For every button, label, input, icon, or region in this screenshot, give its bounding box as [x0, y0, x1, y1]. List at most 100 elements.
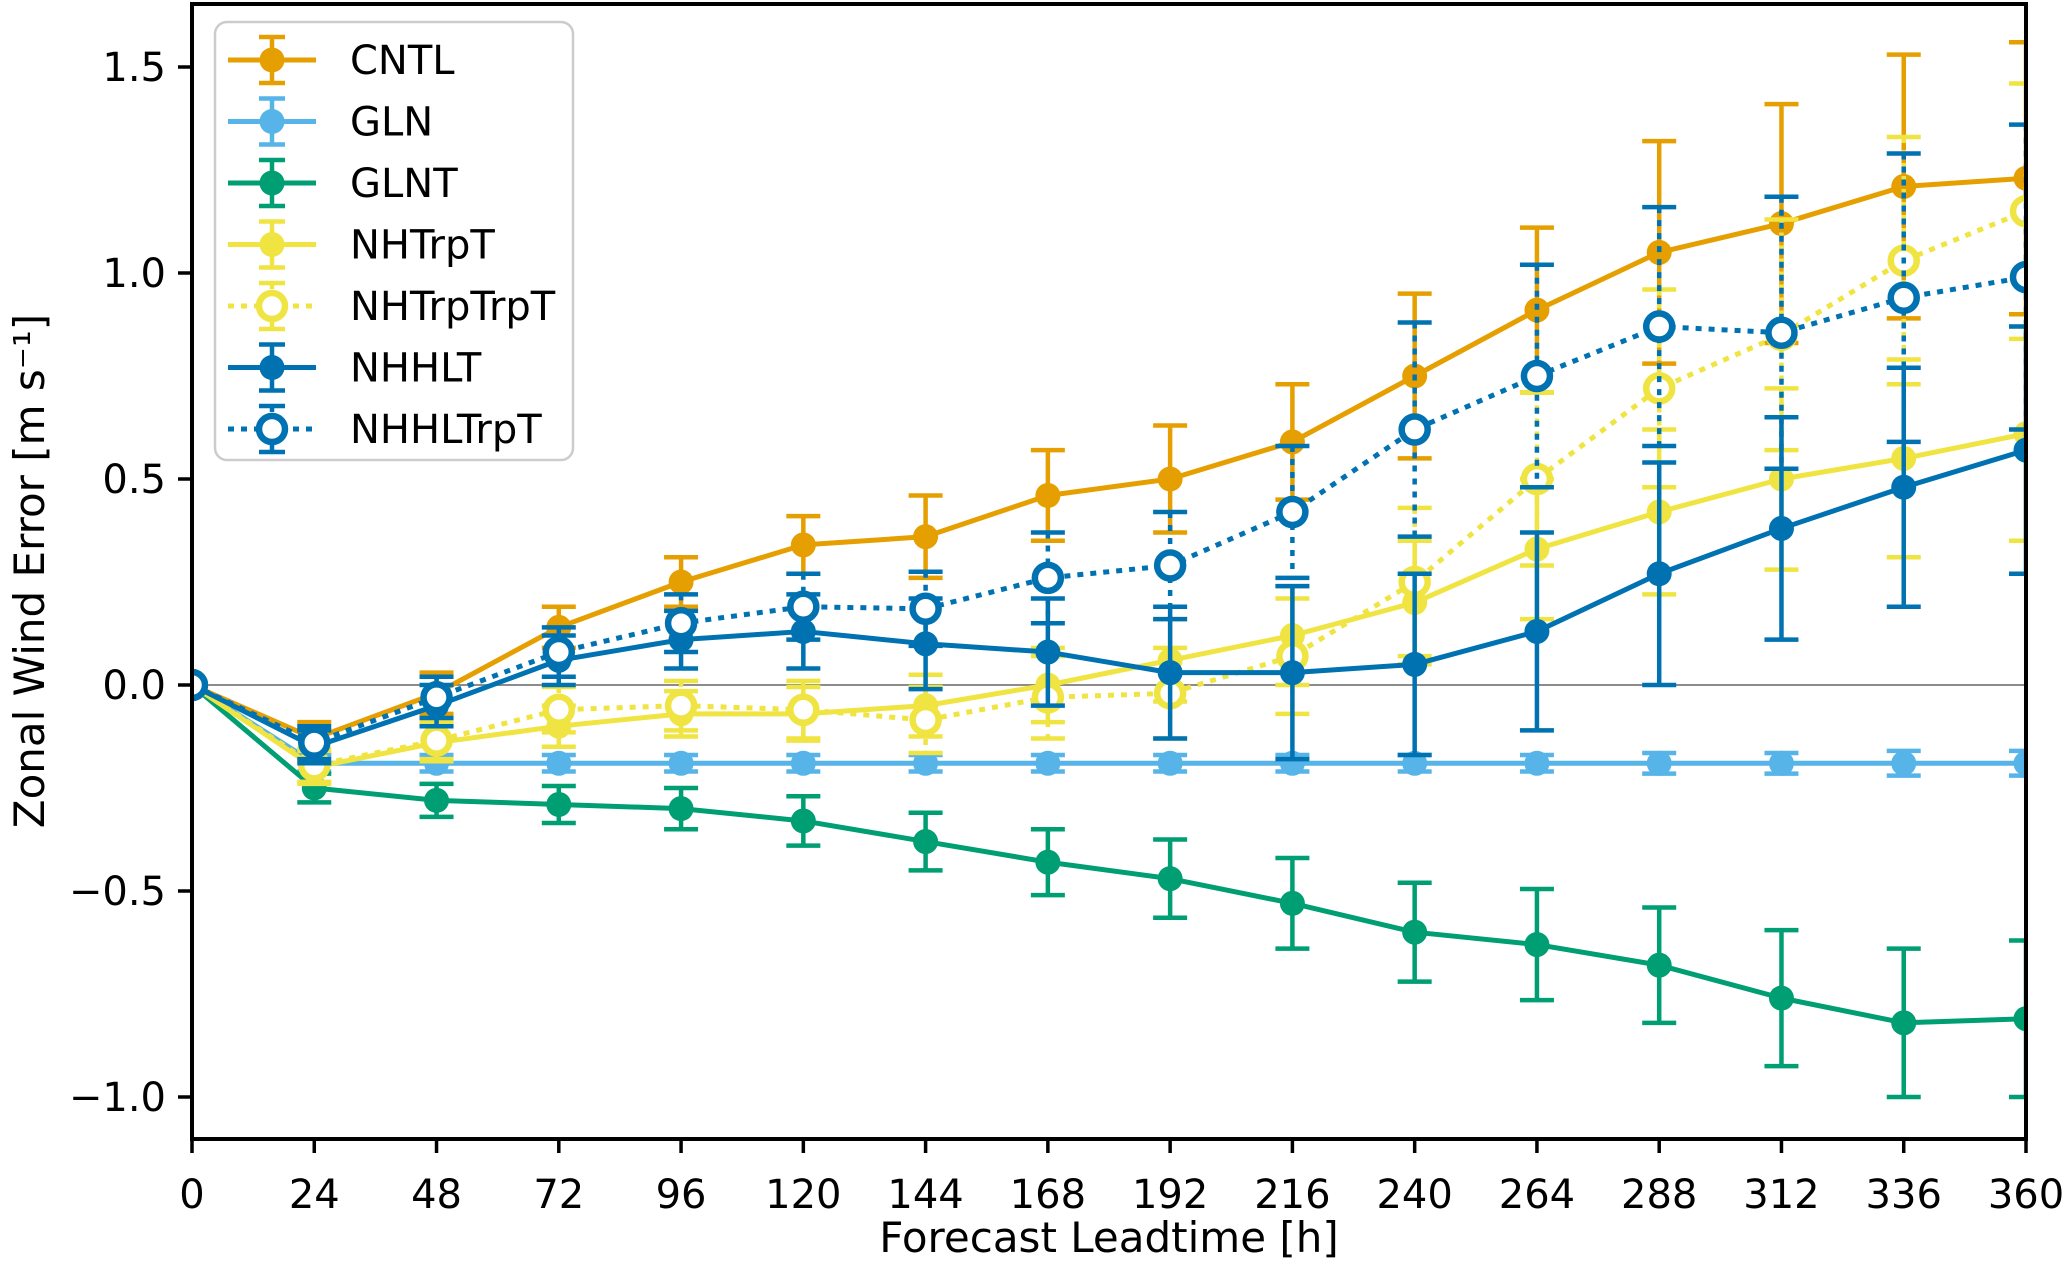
x-tick-label: 72 [533, 1172, 584, 1218]
x-tick-label: 240 [1376, 1172, 1452, 1218]
data-point-marker [1646, 239, 1672, 265]
legend-item-NHTrpT: NHTrpT [228, 219, 495, 270]
data-point-marker [1035, 750, 1061, 776]
x-tick-label: 24 [289, 1172, 340, 1218]
data-point-marker [668, 569, 694, 595]
x-tick-label: 192 [1132, 1172, 1208, 1218]
y-tick-label: −0.5 [69, 869, 166, 915]
data-point-marker [1402, 651, 1428, 677]
series-GLNT [192, 672, 2026, 1100]
legend-marker-icon [259, 170, 285, 196]
legend-item-NHHLT: NHHLT [228, 342, 482, 393]
data-point-marker [790, 808, 816, 834]
data-point-marker [420, 681, 453, 714]
data-point-marker [1157, 750, 1183, 776]
data-point-marker [1768, 515, 1794, 541]
x-tick-label: 264 [1499, 1172, 1575, 1218]
data-point-marker [420, 724, 453, 757]
legend-label-NHTrpTrpT: NHTrpTrpT [350, 284, 556, 330]
data-point-marker [298, 726, 331, 759]
data-point-marker [1646, 952, 1672, 978]
data-point-marker [1524, 932, 1550, 958]
legend-item-GLN: GLN [228, 96, 433, 147]
x-tick-label: 168 [1010, 1172, 1086, 1218]
data-point-marker [2013, 437, 2026, 463]
data-point-marker [790, 750, 816, 776]
data-point-marker [546, 791, 572, 817]
data-point-marker [668, 750, 694, 776]
data-series-layer [192, 40, 2026, 1100]
data-point-marker [1765, 316, 1798, 349]
series-line-NHHLT [192, 447, 2026, 750]
data-point-marker [1035, 639, 1061, 665]
data-point-marker [542, 693, 576, 726]
legend-box [213, 20, 575, 462]
data-point-marker [1646, 750, 1672, 776]
y-tick-label: 1.0 [102, 251, 166, 297]
data-point-marker [1887, 281, 1920, 314]
legend-label-GLN: GLN [350, 100, 433, 146]
data-point-marker [1035, 849, 1061, 875]
x-tick-label: 312 [1743, 1172, 1819, 1218]
data-point-marker [1153, 549, 1187, 582]
data-point-marker [424, 787, 450, 813]
legend-marker-icon [255, 412, 289, 446]
data-point-marker [1279, 890, 1305, 916]
legend-item-CNTL: CNTL [228, 34, 455, 86]
axes-layer: 0 24 48 72 96 120 144 168 192 216 240 264 288 312 336 3… [69, 2, 2064, 1218]
y-axis-label: Zonal Wind Error [m s⁻¹] [5, 314, 54, 828]
x-axis-label: Forecast Leadtime [h] [879, 1213, 1339, 1262]
data-point-marker [909, 592, 942, 626]
legend-label-GLNT: GLNT [350, 161, 458, 207]
data-point-marker [1276, 495, 1309, 529]
legend-item-NHHLTrpT: NHHLTrpT [228, 403, 542, 455]
data-point-marker [1642, 310, 1676, 343]
x-tick-label: 144 [887, 1172, 963, 1218]
x-tick-label: 96 [656, 1172, 707, 1218]
data-point-marker [913, 829, 939, 855]
data-point-marker [790, 532, 816, 558]
data-point-marker [909, 703, 942, 737]
legend-marker-icon [259, 47, 285, 73]
data-point-marker [192, 668, 209, 702]
x-tick-label: 0 [179, 1172, 204, 1218]
legend: CNTL GLN GLNT NHTrpT NHTrpTrpT NHHLT NHHLTrpT [213, 20, 575, 462]
data-point-marker [1035, 482, 1061, 508]
data-point-marker [1157, 866, 1183, 892]
series-line-NHHLTrpT [192, 274, 2026, 746]
data-point-marker [1157, 660, 1183, 686]
x-tick-label: 120 [765, 1172, 841, 1218]
x-tick-label: 288 [1621, 1172, 1697, 1218]
data-point-marker [2009, 260, 2026, 294]
data-point-marker [787, 693, 820, 726]
x-tick-label: 336 [1866, 1172, 1942, 1218]
x-tick-label: 48 [411, 1172, 462, 1218]
x-tick-label: 216 [1254, 1172, 1330, 1218]
series-NHHLTrpT [192, 122, 2026, 762]
data-point-marker [1768, 750, 1794, 776]
series-line-CNTL [192, 175, 2026, 742]
data-point-marker [2013, 165, 2026, 191]
data-point-marker [1891, 173, 1917, 199]
series-line-NHTrpTrpT [192, 208, 2026, 768]
data-point-marker [913, 750, 939, 776]
legend-marker-icon [259, 109, 285, 134]
legend-item-GLNT: GLNT [228, 157, 458, 209]
data-point-marker [1524, 750, 1550, 776]
data-point-marker [2013, 750, 2026, 776]
y-tick-label: 0.0 [102, 663, 166, 709]
series-line-GLN [192, 682, 2026, 766]
data-point-marker [787, 590, 820, 623]
data-point-marker [913, 524, 939, 550]
series-line-GLNT [192, 683, 2026, 1026]
data-point-marker [1524, 618, 1550, 644]
y-tick-label: −1.0 [69, 1075, 166, 1121]
y-tick-label: 0.5 [102, 457, 166, 503]
data-point-marker [1524, 297, 1550, 323]
data-point-marker [2009, 194, 2026, 228]
data-point-marker [1398, 413, 1431, 446]
y-tick-label: 1.5 [102, 45, 166, 91]
series-line-NHTrpT [192, 431, 2026, 770]
